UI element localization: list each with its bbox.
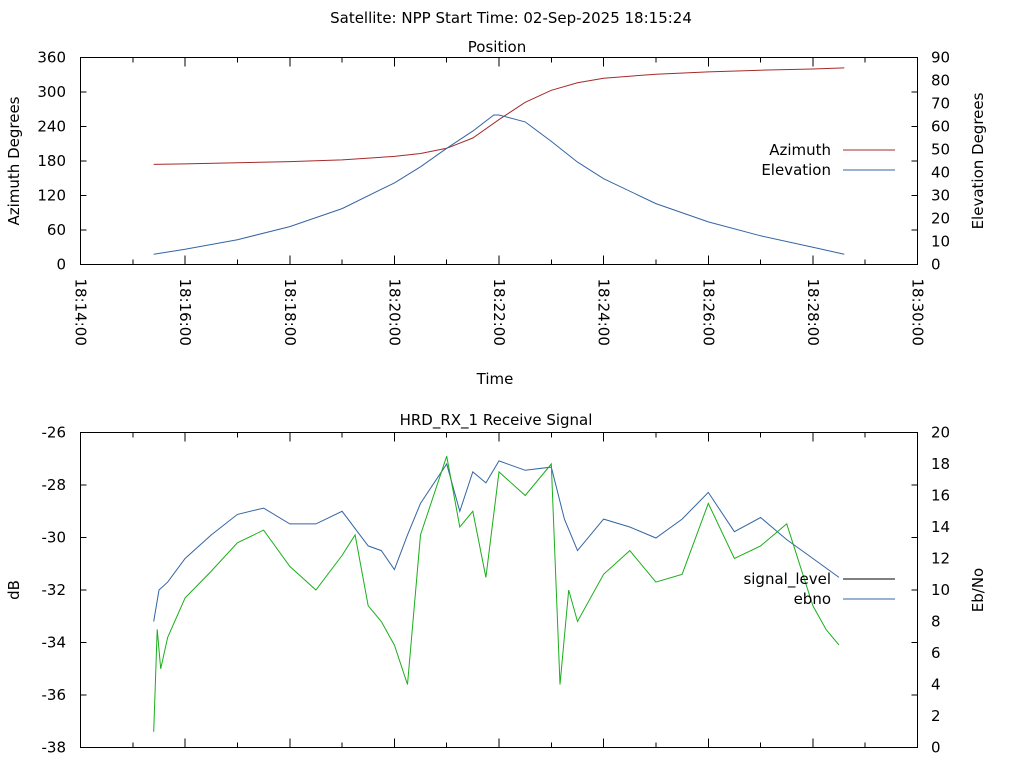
position-legend: Azimuth Elevation	[761, 141, 895, 179]
receive-signal-plot-frame	[80, 432, 918, 748]
ebno-axis-label: Eb/No	[969, 568, 987, 612]
db-y-axis: -38 -36 -34 -32 -30 -28 -26	[42, 424, 918, 757]
y2-tick-label: 12	[931, 550, 950, 568]
legend-label-signal_level: signal_level	[743, 570, 831, 589]
y2-tick-label: 2	[931, 707, 941, 725]
x-tick-label: 18:28:00	[804, 279, 822, 346]
y2-tick-label: 60	[931, 118, 950, 136]
y2-tick-label: 30	[931, 187, 950, 205]
receive-signal-series	[153, 455, 840, 732]
x-tick-label: 18:20:00	[385, 279, 403, 346]
x-tick-label: 18:26:00	[699, 279, 717, 346]
y-tick-label: 360	[37, 49, 66, 67]
y-tick-label: -30	[42, 529, 67, 547]
y-tick-label: -38	[42, 739, 67, 757]
time-axis-label: Time	[476, 370, 514, 388]
y-tick-label: 120	[37, 187, 66, 205]
azimuth-y-axis: 0 60 120 180 240 300 360	[37, 49, 918, 274]
y2-tick-label: 10	[931, 581, 950, 599]
elevation-axis-label: Elevation Degrees	[969, 92, 987, 229]
y2-tick-label: 90	[931, 49, 950, 67]
y-tick-label: 300	[37, 83, 66, 101]
Elevation-line	[153, 114, 845, 255]
x-tick-label: 18:22:00	[490, 279, 508, 346]
y2-tick-label: 0	[931, 739, 941, 757]
y-tick-label: -26	[42, 424, 67, 442]
position-chart: Position 0 60 120 180 240 300 360 0 10 20 30 40 50 6…	[5, 38, 987, 388]
y-tick-label: -32	[42, 581, 67, 599]
y2-tick-label: 14	[931, 518, 950, 536]
ebno-line	[153, 460, 840, 622]
receive-signal-chart-title: HRD_RX_1 Receive Signal	[400, 411, 593, 430]
y2-tick-label: 4	[931, 676, 941, 694]
azimuth-axis-label: Azimuth Degrees	[5, 96, 23, 225]
y2-tick-label: 80	[931, 72, 950, 90]
x-tick-label: 18:30:00	[909, 279, 927, 346]
receive-signal-chart: HRD_RX_1 Receive Signal -38-36-34-32-30-…	[5, 411, 987, 757]
y2-tick-label: 0	[931, 256, 941, 274]
y2-tick-label: 6	[931, 644, 941, 662]
legend-label-ebno: ebno	[794, 590, 831, 608]
x-tick-label: 18:24:00	[595, 279, 613, 346]
Azimuth-line	[153, 67, 845, 165]
x-tick-label: 18:16:00	[176, 279, 194, 346]
y2-tick-label: 20	[931, 424, 950, 442]
elevation-y-axis: 0 10 20 30 40 50 60 70 80 90	[931, 49, 950, 274]
ebno-y-axis: 0 2 4 6 8 10 12 14 16 18 20	[931, 424, 950, 757]
y2-tick-label: 18	[931, 455, 950, 473]
legend-label-Azimuth: Azimuth	[769, 141, 831, 159]
y2-tick-label: 50	[931, 141, 950, 159]
signal-time-x-axis	[132, 432, 866, 748]
y-tick-label: -34	[42, 634, 67, 652]
x-tick-label: 18:14:00	[72, 279, 90, 346]
y2-tick-label: 10	[931, 233, 950, 251]
y2-tick-label: 20	[931, 210, 950, 228]
y-tick-label: 0	[56, 256, 66, 274]
y2-tick-label: 40	[931, 164, 950, 182]
y-tick-label: 180	[37, 152, 66, 170]
y-tick-label: -36	[42, 686, 67, 704]
y2-tick-label: 16	[931, 487, 950, 505]
figure-suptitle: Satellite: NPP Start Time: 02-Sep-2025 1…	[330, 9, 692, 27]
db-axis-label: dB	[5, 580, 23, 600]
y2-tick-label: 70	[931, 95, 950, 113]
time-x-axis: 18:14:00 18:16:00 18:18:00 18:20:00 18:22:00…	[72, 57, 927, 346]
y2-tick-label: 8	[931, 613, 941, 631]
y-tick-label: 240	[37, 118, 66, 136]
x-tick-label: 18:18:00	[281, 279, 299, 346]
legend-label-Elevation: Elevation	[761, 161, 831, 179]
position-chart-title: Position	[468, 38, 526, 56]
y-tick-label: 60	[47, 221, 66, 239]
position-series	[153, 67, 845, 255]
ebno-secondary-line	[153, 455, 840, 732]
y-tick-label: -28	[42, 476, 67, 494]
